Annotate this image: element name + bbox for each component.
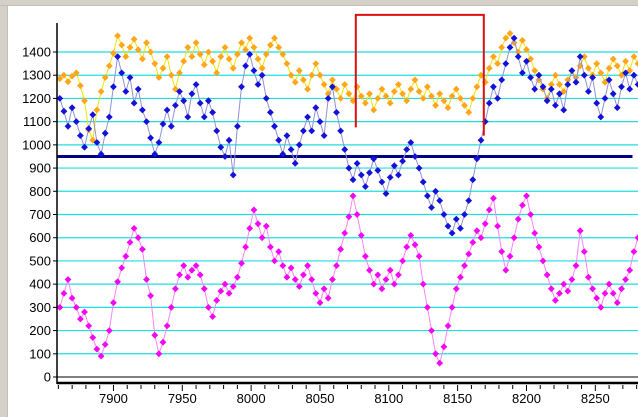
x-tick-label: 7900 <box>99 391 128 406</box>
series-lower-band-magenta <box>56 192 638 367</box>
series-middle-band-blue <box>56 34 638 237</box>
y-tick-label: 700 <box>29 207 51 222</box>
x-tick-label: 8150 <box>443 391 472 406</box>
window-border-top <box>0 0 638 6</box>
series-markers <box>56 34 638 237</box>
axes <box>56 23 638 385</box>
y-tick-label: 1200 <box>22 91 51 106</box>
y-tick-label: 1300 <box>22 68 51 83</box>
series-line <box>59 36 638 235</box>
x-tick-label: 8000 <box>237 391 266 406</box>
x-axis-ticks: 7900 7950 8000 8050 8100 8150 8200 8250 <box>57 385 638 406</box>
series-markers <box>56 192 638 367</box>
annotation-rectangle[interactable] <box>354 13 485 136</box>
series-markers <box>56 30 638 144</box>
y-tick-label: 100 <box>29 346 51 361</box>
y-tick-label: 200 <box>29 323 51 338</box>
y-tick-label: 500 <box>29 253 51 268</box>
y-axis-ticks: 0 100 200 300 400 500 600 700 800 900 1000 1100 1200… <box>22 45 57 385</box>
y-tick-label: 1100 <box>23 114 51 129</box>
x-tick-label: 7950 <box>168 391 197 406</box>
x-tick-label: 8200 <box>512 391 541 406</box>
y-tick-label: 600 <box>29 230 51 245</box>
y-tick-label: 1000 <box>22 137 51 152</box>
y-tick-label: 800 <box>29 184 51 199</box>
x-tick-label: 8250 <box>581 391 610 406</box>
y-tick-label: 1400 <box>22 45 51 60</box>
gridlines <box>57 51 638 355</box>
y-tick-label: 300 <box>29 300 51 315</box>
y-tick-label: 900 <box>29 161 51 176</box>
x-tick-label: 8100 <box>374 391 403 406</box>
window-border-left <box>0 0 8 417</box>
y-tick-label: 400 <box>29 277 51 292</box>
y-tick-label: 0 <box>44 370 51 385</box>
x-tick-label: 8050 <box>306 391 335 406</box>
